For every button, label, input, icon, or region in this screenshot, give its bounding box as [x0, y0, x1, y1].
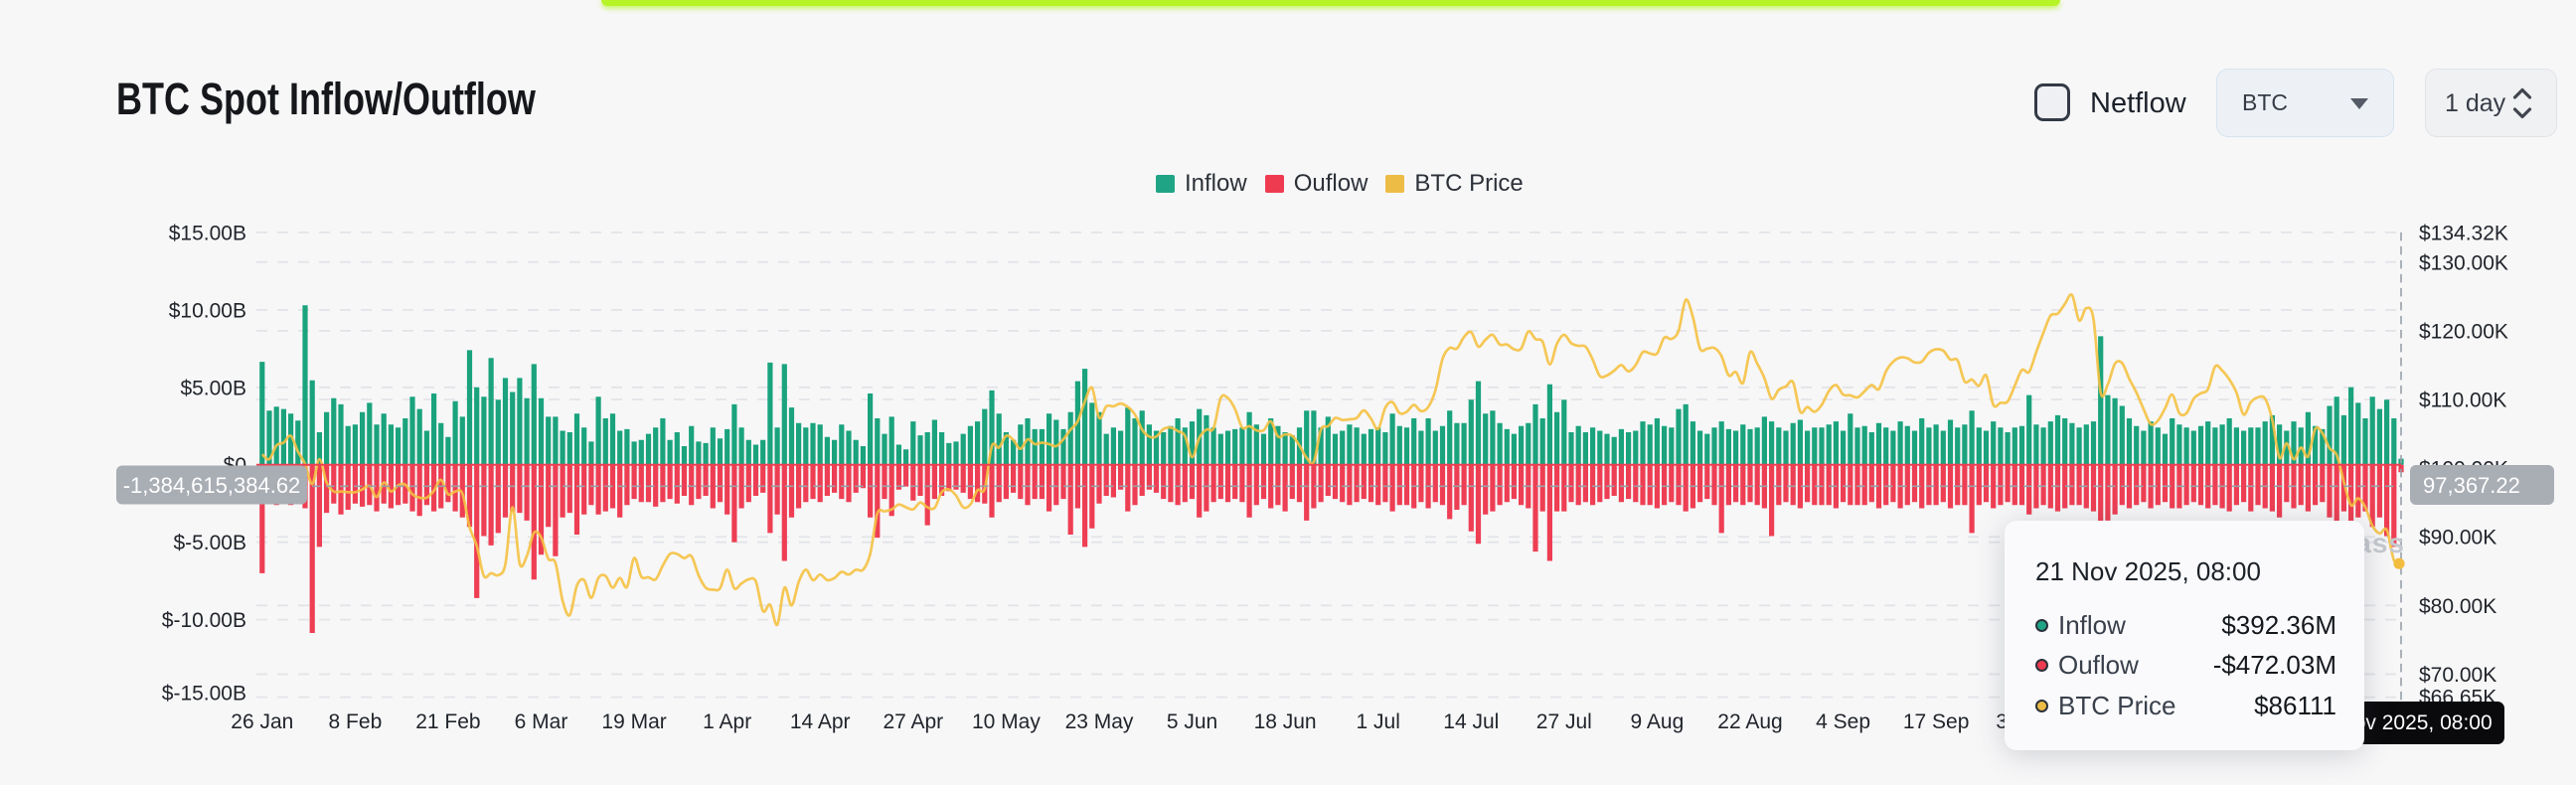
svg-text:$-15.00B: $-15.00B [162, 683, 246, 706]
svg-text:$10.00B: $10.00B [169, 299, 246, 322]
svg-text:9 Aug: 9 Aug [1631, 710, 1685, 733]
svg-text:23 May: 23 May [1065, 710, 1134, 733]
svg-text:$-5.00B: $-5.00B [173, 532, 246, 554]
svg-text:17 Sep: 17 Sep [1903, 710, 1970, 733]
svg-text:27 Apr: 27 Apr [883, 710, 943, 733]
svg-text:10 May: 10 May [972, 710, 1041, 733]
svg-text:97,367.22: 97,367.22 [2423, 473, 2520, 498]
svg-text:$80.00K: $80.00K [2419, 595, 2496, 618]
svg-text:$5.00B: $5.00B [180, 377, 246, 399]
svg-text:8 Feb: 8 Feb [329, 710, 383, 733]
svg-text:5 Jun: 5 Jun [1167, 710, 1217, 733]
svg-text:$15.00B: $15.00B [169, 222, 246, 244]
svg-text:27 Jul: 27 Jul [1536, 710, 1592, 733]
svg-text:14 Apr: 14 Apr [790, 710, 851, 733]
svg-text:$-10.00B: $-10.00B [162, 609, 246, 632]
svg-text:$130.00K: $130.00K [2419, 251, 2508, 274]
svg-text:6 Mar: 6 Mar [515, 710, 568, 733]
svg-text:$134.32K: $134.32K [2419, 222, 2508, 244]
svg-text:19 Mar: 19 Mar [601, 710, 666, 733]
svg-text:$70.00K: $70.00K [2419, 664, 2496, 687]
svg-text:21 Feb: 21 Feb [415, 710, 480, 733]
svg-text:26 Jan: 26 Jan [231, 710, 293, 733]
svg-text:1 Apr: 1 Apr [703, 710, 751, 733]
svg-text:14 Jul: 14 Jul [1443, 710, 1499, 733]
svg-text:$90.00K: $90.00K [2419, 527, 2496, 550]
svg-text:-1,384,615,384.62: -1,384,615,384.62 [123, 473, 301, 498]
svg-text:18 Jun: 18 Jun [1254, 710, 1317, 733]
svg-text:$110.00K: $110.00K [2419, 390, 2506, 412]
svg-text:22 Aug: 22 Aug [1717, 710, 1782, 733]
svg-text:1 Jul: 1 Jul [1357, 710, 1400, 733]
svg-text:$120.00K: $120.00K [2419, 320, 2508, 343]
svg-text:4 Sep: 4 Sep [1816, 710, 1870, 733]
